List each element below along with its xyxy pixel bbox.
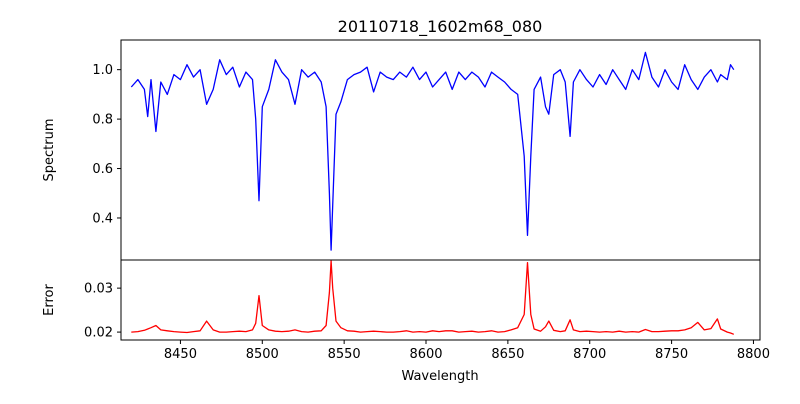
y-tick-label: 1.0 <box>92 63 113 78</box>
x-tick-label: 8450 <box>164 347 197 362</box>
x-tick-label: 8500 <box>246 347 279 362</box>
y-tick-label: 0.6 <box>92 162 113 177</box>
top-y-axis-label: Spectrum <box>42 119 57 182</box>
chart-title: 20110718_1602m68_080 <box>338 17 543 37</box>
error-panel: 0.02 0.03 8450 8500 8550 8600 8650 8700 8750 8800 <box>84 259 770 362</box>
x-tick-label: 8700 <box>573 347 606 362</box>
spectrum-panel: 0.4 0.6 0.8 1.0 <box>92 39 761 261</box>
x-axis-label: Wavelength <box>401 369 478 384</box>
y-tick-label: 0.4 <box>92 211 113 226</box>
bottom-y-axis-label: Error <box>42 284 57 316</box>
y-tick-label: 0.02 <box>84 326 113 341</box>
axes-frame <box>120 259 761 341</box>
y-tick-label: 0.8 <box>92 113 113 128</box>
series-line-spectrum <box>130 51 735 251</box>
x-tick-label: 8750 <box>655 347 688 362</box>
x-tick-label: 8550 <box>328 347 361 362</box>
y-tick-label: 0.03 <box>84 282 113 297</box>
x-tick-label: 8800 <box>737 347 770 362</box>
x-tick-label: 8650 <box>491 347 524 362</box>
x-tick-label: 8600 <box>409 347 442 362</box>
series-line-error <box>131 260 735 335</box>
